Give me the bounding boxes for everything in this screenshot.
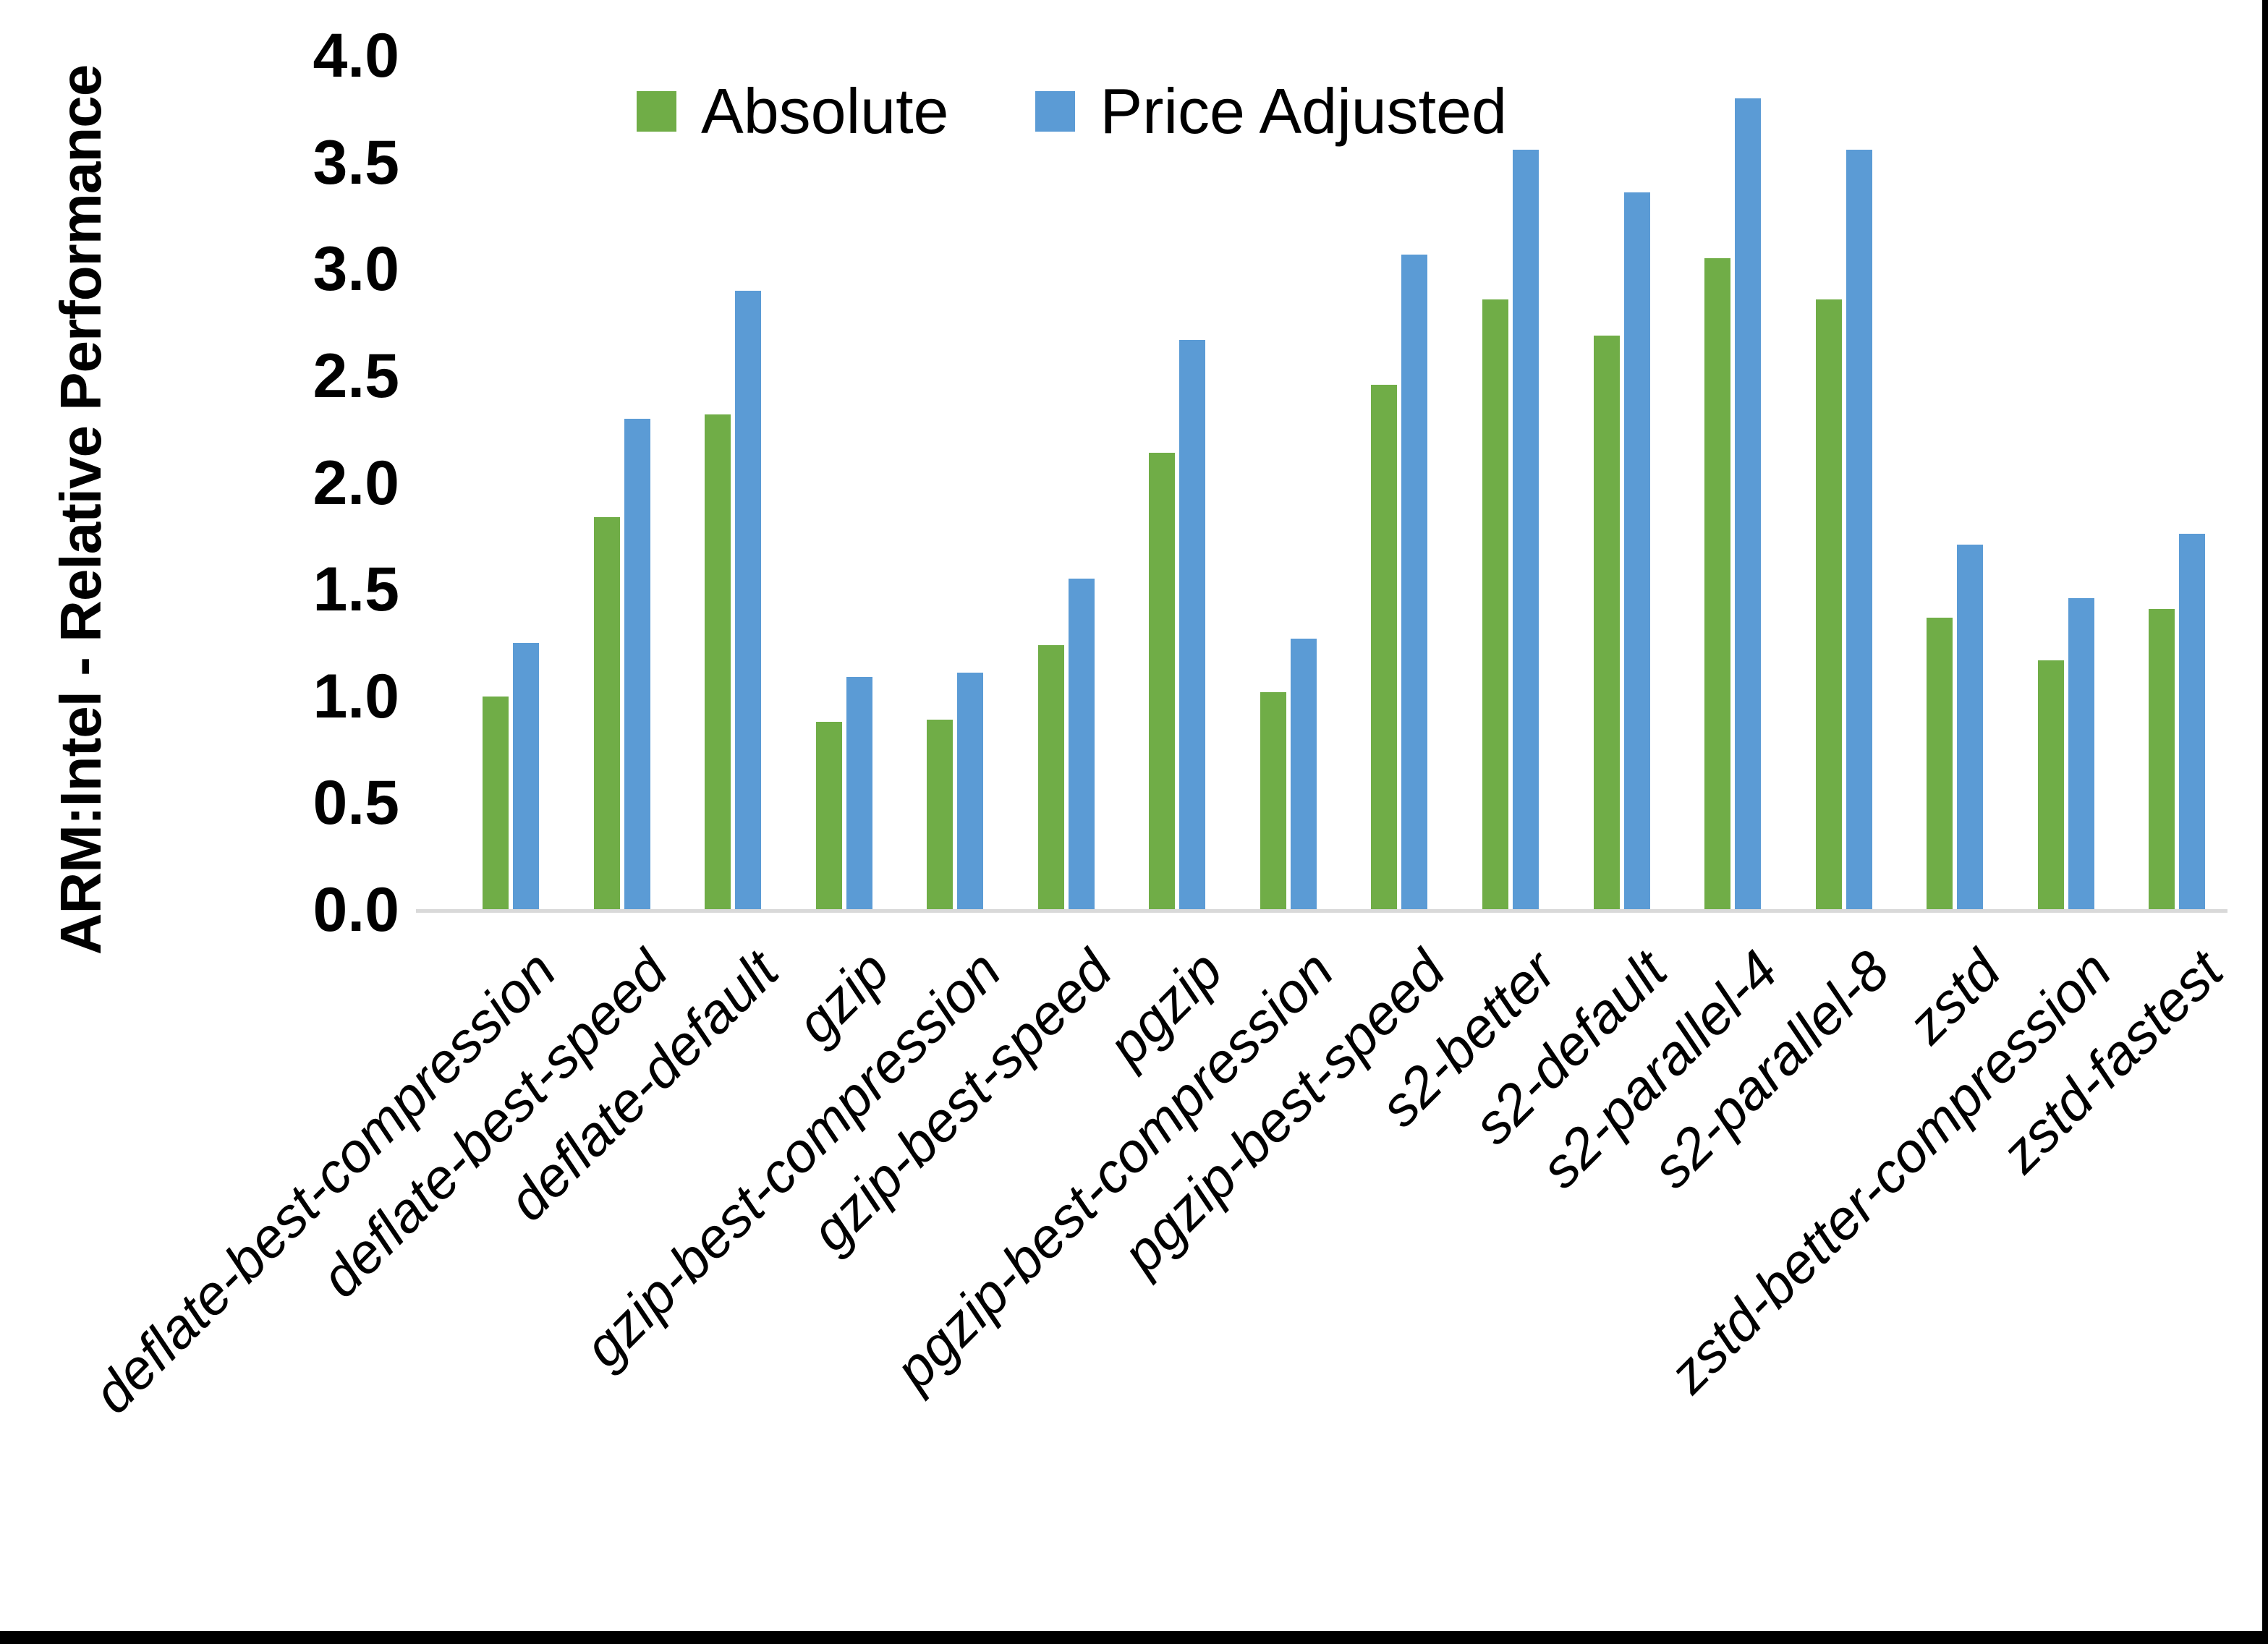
legend-swatch-absolute xyxy=(637,91,676,132)
bar-price-adjusted-s2-parallel-8 xyxy=(1846,150,1872,910)
legend: Absolute Price Adjusted xyxy=(637,80,1507,143)
screenshot-bottom-border xyxy=(0,1631,2268,1644)
y-tick-label: 0.0 xyxy=(313,875,399,945)
bar-price-adjusted-gzip-best-compression xyxy=(957,673,983,910)
bar-price-adjusted-deflate-best-speed xyxy=(624,419,650,910)
legend-swatch-price-adjusted xyxy=(1035,91,1076,132)
bar-absolute-s2-parallel-8 xyxy=(1816,299,1842,910)
bar-price-adjusted-s2-parallel-4 xyxy=(1735,98,1761,910)
y-tick-label: 4.0 xyxy=(313,21,399,90)
legend-label-absolute: Absolute xyxy=(701,75,949,147)
bar-price-adjusted-deflate-best-compression xyxy=(513,643,539,910)
bar-price-adjusted-deflate-default xyxy=(735,291,761,910)
bar-price-adjusted-s2-default xyxy=(1624,192,1650,910)
y-tick-label: 1.0 xyxy=(313,661,399,731)
bar-absolute-pgzip xyxy=(1149,453,1175,910)
legend-label-price-adjusted: Price Adjusted xyxy=(1100,75,1508,147)
y-axis-title: ARM:Intel - Relative Performance xyxy=(48,64,113,955)
y-tick-label: 1.5 xyxy=(313,555,399,625)
bar-absolute-gzip-best-speed xyxy=(1038,645,1064,910)
bar-price-adjusted-zstd-fastest xyxy=(2179,534,2205,910)
bar-absolute-gzip xyxy=(816,722,842,910)
y-tick-label: 2.0 xyxy=(313,448,399,518)
legend-item-price-adjusted: Price Adjusted xyxy=(1035,80,1507,143)
bar-absolute-zstd xyxy=(1927,618,1953,910)
bar-price-adjusted-pgzip-best-compression xyxy=(1291,639,1317,910)
bar-absolute-zstd-fastest xyxy=(2149,609,2175,910)
bar-absolute-s2-better xyxy=(1482,299,1508,910)
bar-absolute-pgzip-best-speed xyxy=(1371,385,1397,910)
y-tick-label: 3.5 xyxy=(313,127,399,197)
bar-absolute-zstd-better-compression xyxy=(2038,660,2064,910)
y-tick-label: 3.0 xyxy=(313,234,399,304)
bar-price-adjusted-gzip xyxy=(846,677,872,910)
bar-absolute-deflate-default xyxy=(705,414,731,910)
bar-absolute-pgzip-best-compression xyxy=(1260,692,1286,910)
bar-price-adjusted-zstd xyxy=(1957,545,1983,910)
bar-absolute-s2-parallel-4 xyxy=(1704,258,1730,910)
screenshot-right-border xyxy=(2262,0,2268,1644)
legend-item-absolute: Absolute xyxy=(637,80,948,143)
y-tick-label: 2.5 xyxy=(313,341,399,411)
x-axis-baseline xyxy=(416,909,2227,913)
bar-price-adjusted-s2-better xyxy=(1513,150,1539,910)
bar-price-adjusted-pgzip-best-speed xyxy=(1401,255,1427,910)
bar-price-adjusted-gzip-best-speed xyxy=(1069,579,1095,910)
y-tick-label: 0.5 xyxy=(313,768,399,838)
bar-absolute-s2-default xyxy=(1594,336,1620,910)
bar-absolute-deflate-best-compression xyxy=(483,697,509,910)
bar-price-adjusted-pgzip xyxy=(1179,340,1205,910)
bar-price-adjusted-zstd-better-compression xyxy=(2068,598,2094,910)
bar-absolute-deflate-best-speed xyxy=(594,517,620,910)
bar-absolute-gzip-best-compression xyxy=(927,720,953,910)
x-tick-label: deflate-best-compression xyxy=(82,939,569,1426)
